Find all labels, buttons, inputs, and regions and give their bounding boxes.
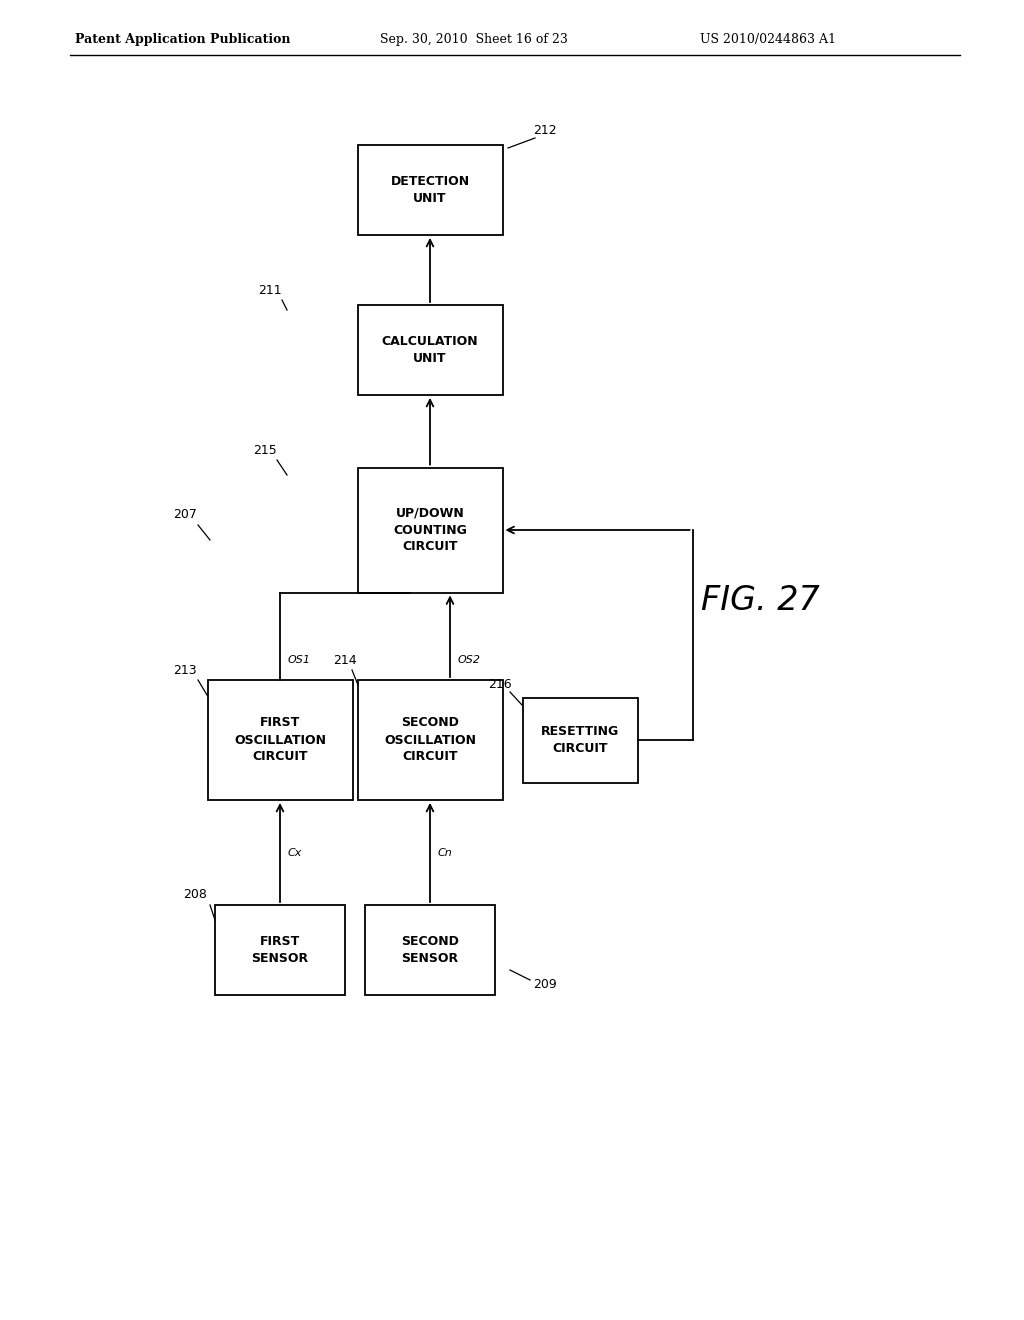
Text: Sep. 30, 2010  Sheet 16 of 23: Sep. 30, 2010 Sheet 16 of 23 [380,33,568,46]
Text: CALCULATION
UNIT: CALCULATION UNIT [382,335,478,366]
Text: 209: 209 [534,978,557,991]
Bar [208,680,352,800]
Text: OS2: OS2 [458,655,481,665]
Text: 213: 213 [173,664,197,676]
Bar [357,145,503,235]
Text: SECOND
SENSOR: SECOND SENSOR [401,935,459,965]
Text: SECOND
OSCILLATION
CIRCUIT: SECOND OSCILLATION CIRCUIT [384,717,476,763]
Text: FIRST
SENSOR: FIRST SENSOR [252,935,308,965]
Text: 216: 216 [488,678,512,692]
Text: 211: 211 [258,284,282,297]
Bar [215,906,345,995]
Text: 214: 214 [333,653,356,667]
Text: 215: 215 [253,444,276,457]
Bar [357,305,503,395]
Text: US 2010/0244863 A1: US 2010/0244863 A1 [700,33,836,46]
Text: 208: 208 [183,888,207,902]
Bar [357,680,503,800]
Text: UP/DOWN
COUNTING
CIRCUIT: UP/DOWN COUNTING CIRCUIT [393,507,467,553]
Text: 207: 207 [173,508,197,521]
Bar [365,906,495,995]
Text: RESETTING
CIRCUIT: RESETTING CIRCUIT [541,725,620,755]
Text: Patent Application Publication: Patent Application Publication [75,33,291,46]
Bar [357,467,503,593]
Bar [522,697,638,783]
Text: Cn: Cn [438,847,453,858]
Text: 212: 212 [534,124,557,136]
Text: FIG. 27: FIG. 27 [700,583,819,616]
Text: DETECTION
UNIT: DETECTION UNIT [390,176,470,205]
Text: Cx: Cx [288,847,302,858]
Text: FIRST
OSCILLATION
CIRCUIT: FIRST OSCILLATION CIRCUIT [234,717,326,763]
Text: OS1: OS1 [288,655,311,665]
